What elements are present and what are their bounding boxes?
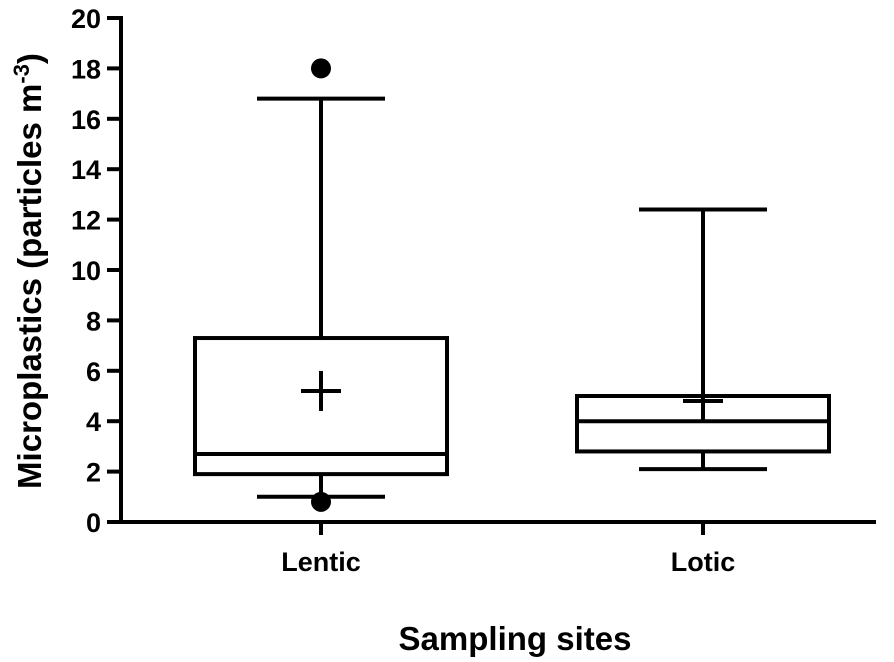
boxes-layer <box>193 58 831 512</box>
y-axis-title: Microplastics (particles m-3) <box>9 53 48 489</box>
box-lotic <box>575 207 831 472</box>
outlier-point-lentic-1 <box>311 491 331 512</box>
y-tick-label-20: 20 <box>71 4 101 34</box>
y-tick-label-2: 2 <box>86 458 101 488</box>
y-tick-label-0: 0 <box>86 508 101 538</box>
y-axis-title-close: ) <box>11 53 48 64</box>
iqr-box-lentic <box>193 336 449 477</box>
y-tick-label-8: 8 <box>86 306 101 336</box>
y-axis: 0 2 4 6 8 10 12 14 16 18 20 <box>71 4 123 538</box>
outlier-point-lentic-0 <box>311 58 331 79</box>
y-tick-label-16: 16 <box>71 105 101 135</box>
y-axis-title-main: Microplastics (particles m <box>11 84 48 489</box>
y-tick-label-10: 10 <box>71 256 101 286</box>
box-lentic <box>193 58 449 512</box>
y-tick-label-18: 18 <box>71 54 101 84</box>
x-tick-label-lentic: Lentic <box>281 547 361 577</box>
x-axis-title: Sampling sites <box>399 620 632 657</box>
y-tick-label-12: 12 <box>71 206 101 236</box>
y-tick-label-14: 14 <box>71 155 101 185</box>
x-tick-label-lotic: Lotic <box>671 547 736 577</box>
y-axis-title-superscript: -3 <box>9 64 34 84</box>
y-tick-label-6: 6 <box>86 357 101 387</box>
y-tick-label-4: 4 <box>86 407 101 437</box>
x-axis: Lentic Lotic <box>119 520 876 577</box>
